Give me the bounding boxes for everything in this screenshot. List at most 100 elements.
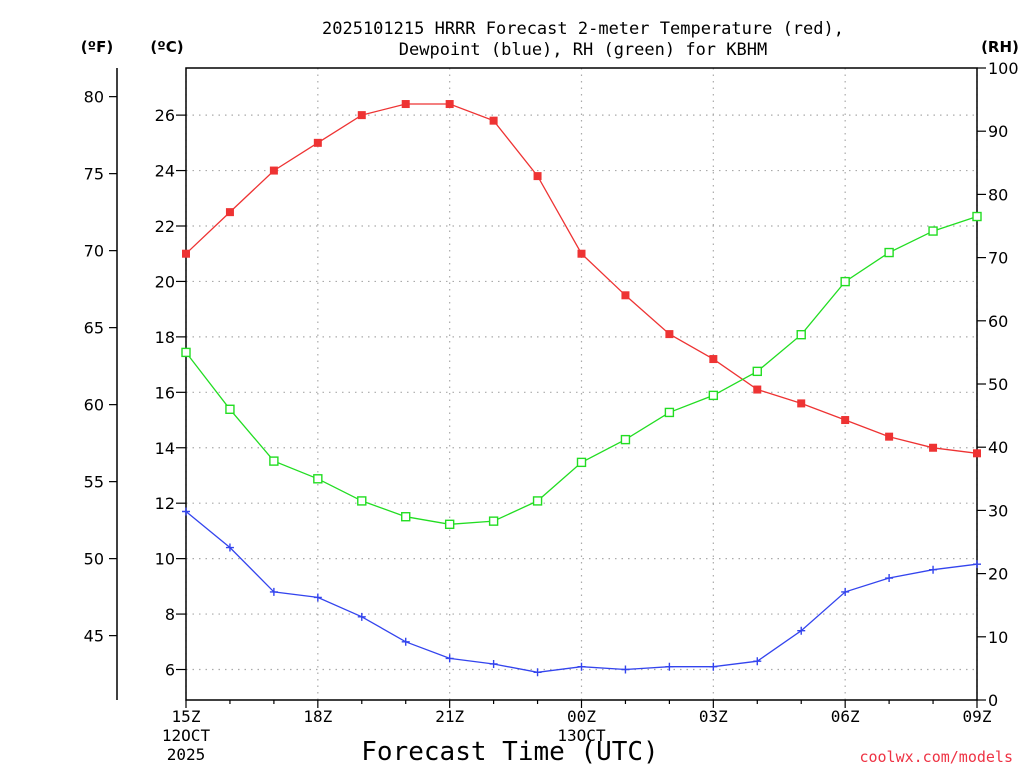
rh-unit-label: (RH) <box>981 38 1019 56</box>
chart-title-line2: Dewpoint (blue), RH (green) for KBHM <box>399 40 767 60</box>
rh-point <box>576 457 587 468</box>
dewpoint-point <box>753 657 762 666</box>
fahrenheit-tick-label: 60 <box>84 396 104 415</box>
rh-tick-label: 80 <box>988 185 1008 204</box>
fahrenheit-tick-label: 80 <box>84 88 104 107</box>
dewpoint-point <box>621 665 630 674</box>
temperature-point <box>313 138 322 147</box>
rh-point <box>225 404 235 414</box>
celsius-tick-label: 22 <box>155 217 175 236</box>
celsius-tick-label: 20 <box>155 272 175 291</box>
plot-frame <box>185 67 978 701</box>
dewpoint-point <box>313 593 322 602</box>
dewpoint-point <box>225 543 234 552</box>
dewpoint-point <box>401 637 410 646</box>
x-axis-title: Forecast Time (UTC) <box>361 737 658 767</box>
fahrenheit-unit-label: (ºF) <box>81 38 113 56</box>
rh-point <box>181 347 191 358</box>
fahrenheit-tick-label: 55 <box>84 473 104 492</box>
rh-point <box>752 366 762 377</box>
x-tick-label: 18Z <box>303 707 332 726</box>
fahrenheit-tick-label: 75 <box>84 165 104 184</box>
x-tick-date-label: 12OCT <box>162 726 211 745</box>
temperature-point <box>621 291 630 300</box>
temperature-point <box>401 100 410 109</box>
rh-point <box>401 512 411 522</box>
rh-tick-label: 30 <box>988 501 1008 520</box>
rh-point <box>708 390 719 401</box>
dewpoint-point <box>577 662 586 671</box>
celsius-tick-label: 24 <box>155 162 175 181</box>
dewpoint-point <box>973 560 981 569</box>
rh-tick-label: 100 <box>988 59 1019 78</box>
temperature-point <box>182 249 190 258</box>
rh-point <box>532 496 543 506</box>
chart-title-line1: 2025101215 HRRR Forecast 2-meter Tempera… <box>322 19 844 39</box>
dewpoint-point <box>445 654 454 663</box>
rh-point <box>884 247 894 258</box>
dewpoint-point <box>665 662 674 671</box>
temperature-point <box>665 330 674 339</box>
celsius-tick-label: 14 <box>155 439 175 458</box>
rh-point <box>796 330 806 340</box>
rh-point <box>488 516 499 526</box>
x-tick-date-label: 13OCT <box>557 726 606 745</box>
rh-point <box>269 456 279 466</box>
rh-tick-label: 60 <box>988 312 1008 331</box>
dewpoint-series-line <box>185 510 978 673</box>
rh-point <box>620 434 631 445</box>
rh-tick-label: 20 <box>988 565 1008 584</box>
rh-point <box>972 211 982 222</box>
dewpoint-point <box>357 612 366 621</box>
dewpoint-point <box>797 626 806 635</box>
rh-point <box>313 474 323 484</box>
dewpoint-point <box>841 587 850 596</box>
x-tick-label: 00Z <box>567 707 596 726</box>
rh-point <box>928 226 938 236</box>
grid-lines <box>185 68 978 700</box>
temperature-point <box>357 111 366 120</box>
x-tick-label: 03Z <box>699 707 728 726</box>
rh-tick-label: 40 <box>988 438 1008 457</box>
temperature-point <box>885 432 894 441</box>
temperature-point <box>533 172 542 181</box>
temperature-point <box>841 416 850 425</box>
celsius-tick-label: 10 <box>155 550 175 569</box>
temperature-point <box>225 208 234 217</box>
rh-tick-label: 90 <box>988 122 1008 141</box>
dewpoint-point <box>709 662 718 671</box>
temperature-point <box>269 166 278 175</box>
fahrenheit-tick-label: 70 <box>84 242 104 261</box>
rh-point <box>840 276 850 287</box>
temperature-point <box>709 355 718 364</box>
temperature-point <box>797 399 806 408</box>
fahrenheit-tick-label: 50 <box>84 550 104 569</box>
fahrenheit-tick-label: 45 <box>84 627 104 646</box>
rh-tick-label: 70 <box>988 249 1008 268</box>
celsius-tick-label: 8 <box>165 605 175 624</box>
temperature-point <box>577 249 586 258</box>
series-layer <box>181 100 982 677</box>
celsius-tick-label: 6 <box>165 661 175 680</box>
celsius-tick-label: 26 <box>155 106 175 125</box>
temperature-point <box>445 100 454 109</box>
dewpoint-point <box>885 574 894 583</box>
x-tick-label: 15Z <box>172 707 201 726</box>
x-tick-label: 06Z <box>831 707 860 726</box>
dewpoint-point <box>929 565 938 574</box>
x-tick-label: 21Z <box>435 707 464 726</box>
dewpoint-point <box>269 587 278 596</box>
dewpoint-point <box>182 507 190 516</box>
temperature-point <box>489 116 498 125</box>
rh-tick-label: 10 <box>988 628 1008 647</box>
rh-point <box>357 496 367 506</box>
temperature-point <box>929 443 938 452</box>
rh-point <box>444 519 455 530</box>
temperature-point <box>753 385 762 394</box>
x-tick-year-label: 2025 <box>167 745 206 764</box>
axis-ticks: 6 8 10 12 14 16 18 20 22 24 26 45 50 55 60 65 70 75 80 0 10 2… <box>84 59 1019 764</box>
dewpoint-point <box>489 659 498 668</box>
celsius-tick-label: 12 <box>155 494 175 513</box>
credit-text: coolwx.com/models <box>859 748 1013 766</box>
